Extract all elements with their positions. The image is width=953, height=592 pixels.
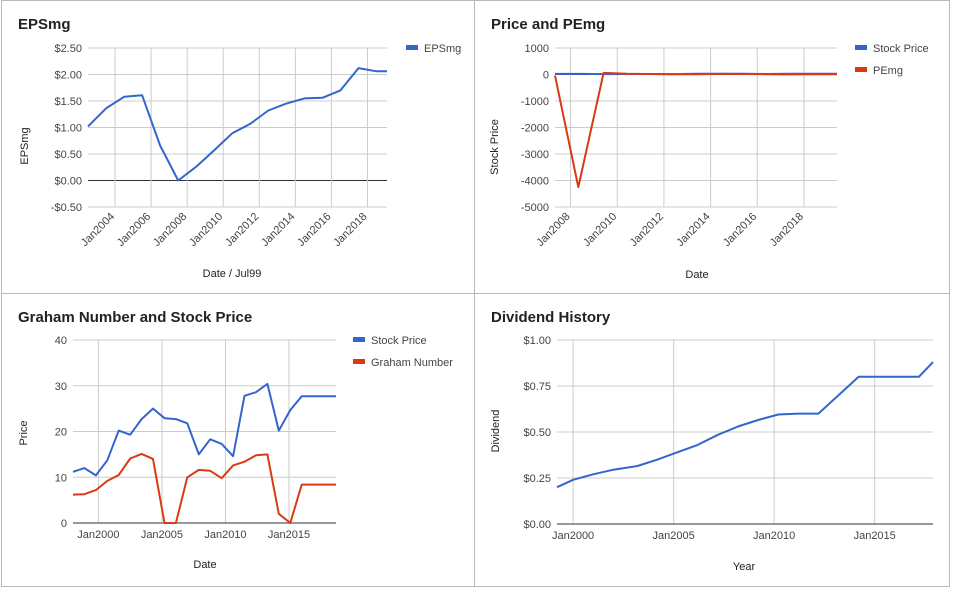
y-tick-label: -1000 [521, 96, 549, 108]
x-tick-label: Jan2010 [204, 529, 246, 541]
legend-swatch [855, 45, 867, 50]
y-tick-label: $1.50 [54, 96, 82, 108]
legend-label: Graham Number [371, 357, 453, 369]
x-tick-label: Jan2012 [628, 211, 666, 249]
legend-swatch [353, 337, 365, 342]
y-tick-label: 20 [55, 427, 67, 439]
y-tick-label: $0.00 [54, 176, 82, 188]
y-tick-label: 1000 [525, 43, 549, 55]
chart-svg-dividend-history: Dividend History $0.00 $0.25 $0.50 $0.75 $1.… [490, 309, 934, 573]
chart-title: Graham Number and Stock Price [18, 309, 252, 326]
x-axis-label: Year [733, 561, 756, 573]
x-tick-label: Jan2010 [581, 211, 619, 249]
y-tick-label: -4000 [521, 176, 549, 188]
y-tick-label: 40 [55, 335, 67, 347]
y-tick-label: $2.00 [54, 70, 82, 82]
x-tick-label: Jan2005 [653, 530, 695, 542]
y-tick-label: $0.50 [523, 427, 551, 439]
y-axis-label: Dividend [490, 410, 502, 453]
chart-svg-graham-number: Graham Number and Stock Price 0 10 20 30 40 J… [18, 309, 453, 571]
x-tick-label: Jan2015 [854, 530, 896, 542]
x-tick-label: Jan2010 [187, 211, 225, 249]
series-line-2 [554, 71, 837, 189]
y-tick-label: $0.50 [54, 149, 82, 161]
x-tick-label: Jan2016 [721, 211, 759, 249]
y-tick-label: $2.50 [54, 43, 82, 55]
x-tick-label: Jan2000 [77, 529, 119, 541]
series-line-1 [556, 361, 934, 489]
chart-svg-epsmg: EPSmg -$0.50 $0.00 $0.50 $1.00 $1.50 $2.00 $2.… [18, 16, 461, 280]
y-tick-label: -2000 [521, 123, 549, 135]
legend-label: PEmg [873, 65, 903, 77]
y-tick-label: $0.25 [523, 473, 551, 485]
chart-title: Dividend History [491, 309, 611, 326]
x-axis-label: Date [193, 559, 216, 571]
chart-title: EPSmg [18, 16, 71, 33]
y-tick-label: 0 [61, 518, 67, 530]
chart-title: Price and PEmg [491, 16, 605, 33]
legend-swatch [855, 67, 867, 72]
x-tick-label: Jan2000 [552, 530, 594, 542]
x-tick-label: Jan2016 [295, 211, 333, 249]
y-tick-label: 0 [543, 70, 549, 82]
legend-swatch [353, 359, 365, 364]
y-tick-label: -5000 [521, 202, 549, 214]
x-tick-label: Jan2012 [223, 211, 261, 249]
y-tick-label: -3000 [521, 149, 549, 161]
chart-panel-epsmg: EPSmg -$0.50 $0.00 $0.50 $1.00 $1.50 $2.00 $2.… [1, 0, 475, 294]
x-tick-label: Jan2006 [115, 211, 153, 249]
x-tick-label: Jan2014 [259, 211, 297, 249]
legend-label: Stock Price [873, 43, 929, 55]
chart-panel-graham-number: Graham Number and Stock Price 0 10 20 30 40 J… [1, 293, 475, 587]
y-axis-label: Stock Price [489, 119, 501, 175]
chart-svg-price-pemg: Price and PEmg -5000 -4000 -3000 -2000 -1000… [489, 16, 929, 281]
x-tick-label: Jan2008 [151, 211, 189, 249]
legend-label: EPSmg [424, 43, 461, 55]
chart-panel-price-pemg: Price and PEmg -5000 -4000 -3000 -2000 -1000… [474, 0, 950, 294]
x-axis-label: Date / Jul99 [203, 268, 262, 280]
y-tick-label: -$0.50 [51, 202, 82, 214]
legend-label: Stock Price [371, 335, 427, 347]
x-tick-label: Jan2015 [268, 529, 310, 541]
x-tick-label: Jan2018 [331, 211, 369, 249]
y-axis-label: Price [18, 420, 30, 445]
x-tick-label: Jan2014 [674, 211, 712, 249]
y-axis-label: EPSmg [19, 127, 31, 164]
x-axis-label: Date [685, 269, 708, 281]
x-tick-label: Jan2008 [534, 211, 572, 249]
x-tick-label: Jan2005 [141, 529, 183, 541]
series-line-1 [72, 382, 336, 477]
x-tick-label: Jan2004 [79, 211, 117, 249]
x-tick-label: Jan2010 [753, 530, 795, 542]
legend-swatch [406, 45, 418, 50]
y-tick-label: 30 [55, 381, 67, 393]
y-tick-label: $1.00 [54, 123, 82, 135]
series-line-1 [87, 67, 387, 182]
y-tick-label: $0.75 [523, 381, 551, 393]
series-line-2 [72, 452, 336, 524]
chart-panel-dividend-history: Dividend History $0.00 $0.25 $0.50 $0.75 $1.… [474, 293, 950, 587]
y-tick-label: $0.00 [523, 519, 551, 531]
y-tick-label: 10 [55, 472, 67, 484]
y-tick-label: $1.00 [523, 335, 551, 347]
x-tick-label: Jan2018 [768, 211, 806, 249]
